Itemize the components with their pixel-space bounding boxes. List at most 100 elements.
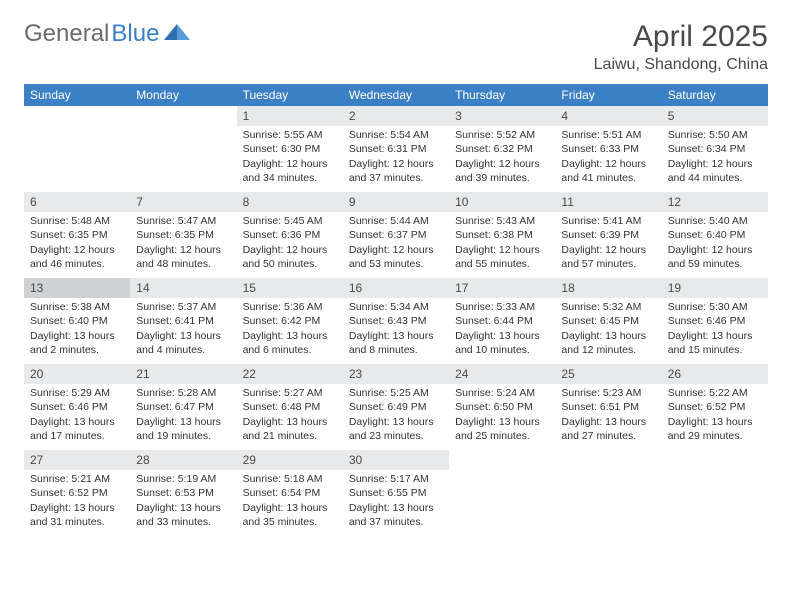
day-number: 16 bbox=[343, 278, 449, 298]
sunrise-line: Sunrise: 5:54 AM bbox=[349, 128, 443, 142]
day-number: 22 bbox=[237, 364, 343, 384]
day-number: 28 bbox=[130, 450, 236, 470]
day-content: Sunrise: 5:48 AMSunset: 6:35 PMDaylight:… bbox=[24, 212, 130, 275]
calendar-cell: 10Sunrise: 5:43 AMSunset: 6:38 PMDayligh… bbox=[449, 192, 555, 278]
day-number: 11 bbox=[555, 192, 661, 212]
sunset-line: Sunset: 6:49 PM bbox=[349, 400, 443, 414]
day-number: 23 bbox=[343, 364, 449, 384]
sunrise-line: Sunrise: 5:33 AM bbox=[455, 300, 549, 314]
day-content: Sunrise: 5:45 AMSunset: 6:36 PMDaylight:… bbox=[237, 212, 343, 275]
calendar-cell: 3Sunrise: 5:52 AMSunset: 6:32 PMDaylight… bbox=[449, 106, 555, 192]
daylight-line: Daylight: 13 hours and 33 minutes. bbox=[136, 501, 230, 529]
sunset-line: Sunset: 6:35 PM bbox=[30, 228, 124, 242]
day-content: Sunrise: 5:29 AMSunset: 6:46 PMDaylight:… bbox=[24, 384, 130, 447]
sunset-line: Sunset: 6:41 PM bbox=[136, 314, 230, 328]
sunset-line: Sunset: 6:47 PM bbox=[136, 400, 230, 414]
calendar-cell: 19Sunrise: 5:30 AMSunset: 6:46 PMDayligh… bbox=[662, 278, 768, 364]
day-content: Sunrise: 5:44 AMSunset: 6:37 PMDaylight:… bbox=[343, 212, 449, 275]
sunset-line: Sunset: 6:39 PM bbox=[561, 228, 655, 242]
daylight-line: Daylight: 13 hours and 25 minutes. bbox=[455, 415, 549, 443]
sunset-line: Sunset: 6:46 PM bbox=[30, 400, 124, 414]
day-number: 19 bbox=[662, 278, 768, 298]
location: Laiwu, Shandong, China bbox=[594, 56, 768, 74]
day-number: 7 bbox=[130, 192, 236, 212]
header: GeneralBlue April 2025 Laiwu, Shandong, … bbox=[24, 20, 768, 74]
sunset-line: Sunset: 6:31 PM bbox=[349, 142, 443, 156]
calendar-cell bbox=[24, 106, 130, 192]
day-number: 24 bbox=[449, 364, 555, 384]
daylight-line: Daylight: 13 hours and 19 minutes. bbox=[136, 415, 230, 443]
day-content: Sunrise: 5:51 AMSunset: 6:33 PMDaylight:… bbox=[555, 126, 661, 189]
column-header: Wednesday bbox=[343, 84, 449, 106]
sunrise-line: Sunrise: 5:36 AM bbox=[243, 300, 337, 314]
calendar-cell: 11Sunrise: 5:41 AMSunset: 6:39 PMDayligh… bbox=[555, 192, 661, 278]
day-content: Sunrise: 5:43 AMSunset: 6:38 PMDaylight:… bbox=[449, 212, 555, 275]
sunset-line: Sunset: 6:51 PM bbox=[561, 400, 655, 414]
logo-text-blue: Blue bbox=[111, 20, 159, 48]
calendar-cell: 8Sunrise: 5:45 AMSunset: 6:36 PMDaylight… bbox=[237, 192, 343, 278]
calendar-cell: 7Sunrise: 5:47 AMSunset: 6:35 PMDaylight… bbox=[130, 192, 236, 278]
day-number: 3 bbox=[449, 106, 555, 126]
day-content: Sunrise: 5:27 AMSunset: 6:48 PMDaylight:… bbox=[237, 384, 343, 447]
day-content: Sunrise: 5:32 AMSunset: 6:45 PMDaylight:… bbox=[555, 298, 661, 361]
day-content: Sunrise: 5:23 AMSunset: 6:51 PMDaylight:… bbox=[555, 384, 661, 447]
day-content: Sunrise: 5:33 AMSunset: 6:44 PMDaylight:… bbox=[449, 298, 555, 361]
sunset-line: Sunset: 6:30 PM bbox=[243, 142, 337, 156]
day-content: Sunrise: 5:38 AMSunset: 6:40 PMDaylight:… bbox=[24, 298, 130, 361]
sunset-line: Sunset: 6:55 PM bbox=[349, 486, 443, 500]
day-number: 10 bbox=[449, 192, 555, 212]
day-number: 4 bbox=[555, 106, 661, 126]
day-number: 18 bbox=[555, 278, 661, 298]
calendar-table: SundayMondayTuesdayWednesdayThursdayFrid… bbox=[24, 84, 768, 536]
calendar-cell: 14Sunrise: 5:37 AMSunset: 6:41 PMDayligh… bbox=[130, 278, 236, 364]
sunrise-line: Sunrise: 5:34 AM bbox=[349, 300, 443, 314]
day-content: Sunrise: 5:28 AMSunset: 6:47 PMDaylight:… bbox=[130, 384, 236, 447]
daylight-line: Daylight: 12 hours and 59 minutes. bbox=[668, 243, 762, 271]
daylight-line: Daylight: 12 hours and 44 minutes. bbox=[668, 157, 762, 185]
calendar-cell: 27Sunrise: 5:21 AMSunset: 6:52 PMDayligh… bbox=[24, 450, 130, 536]
sunset-line: Sunset: 6:46 PM bbox=[668, 314, 762, 328]
day-content: Sunrise: 5:30 AMSunset: 6:46 PMDaylight:… bbox=[662, 298, 768, 361]
daylight-line: Daylight: 12 hours and 37 minutes. bbox=[349, 157, 443, 185]
sunrise-line: Sunrise: 5:29 AM bbox=[30, 386, 124, 400]
calendar-cell bbox=[130, 106, 236, 192]
day-content: Sunrise: 5:36 AMSunset: 6:42 PMDaylight:… bbox=[237, 298, 343, 361]
sunset-line: Sunset: 6:33 PM bbox=[561, 142, 655, 156]
day-number: 8 bbox=[237, 192, 343, 212]
sunrise-line: Sunrise: 5:19 AM bbox=[136, 472, 230, 486]
sunrise-line: Sunrise: 5:27 AM bbox=[243, 386, 337, 400]
sunset-line: Sunset: 6:44 PM bbox=[455, 314, 549, 328]
sunrise-line: Sunrise: 5:41 AM bbox=[561, 214, 655, 228]
calendar-cell: 2Sunrise: 5:54 AMSunset: 6:31 PMDaylight… bbox=[343, 106, 449, 192]
daylight-line: Daylight: 13 hours and 21 minutes. bbox=[243, 415, 337, 443]
calendar-cell: 26Sunrise: 5:22 AMSunset: 6:52 PMDayligh… bbox=[662, 364, 768, 450]
sunrise-line: Sunrise: 5:17 AM bbox=[349, 472, 443, 486]
column-header: Monday bbox=[130, 84, 236, 106]
column-header: Friday bbox=[555, 84, 661, 106]
sunrise-line: Sunrise: 5:32 AM bbox=[561, 300, 655, 314]
daylight-line: Daylight: 12 hours and 50 minutes. bbox=[243, 243, 337, 271]
day-number: 6 bbox=[24, 192, 130, 212]
day-content: Sunrise: 5:55 AMSunset: 6:30 PMDaylight:… bbox=[237, 126, 343, 189]
sunset-line: Sunset: 6:48 PM bbox=[243, 400, 337, 414]
daylight-line: Daylight: 13 hours and 6 minutes. bbox=[243, 329, 337, 357]
calendar-cell: 30Sunrise: 5:17 AMSunset: 6:55 PMDayligh… bbox=[343, 450, 449, 536]
day-content: Sunrise: 5:41 AMSunset: 6:39 PMDaylight:… bbox=[555, 212, 661, 275]
daylight-line: Daylight: 13 hours and 2 minutes. bbox=[30, 329, 124, 357]
sunset-line: Sunset: 6:40 PM bbox=[668, 228, 762, 242]
calendar-cell: 15Sunrise: 5:36 AMSunset: 6:42 PMDayligh… bbox=[237, 278, 343, 364]
sunset-line: Sunset: 6:54 PM bbox=[243, 486, 337, 500]
daylight-line: Daylight: 13 hours and 4 minutes. bbox=[136, 329, 230, 357]
day-content: Sunrise: 5:47 AMSunset: 6:35 PMDaylight:… bbox=[130, 212, 236, 275]
sunrise-line: Sunrise: 5:55 AM bbox=[243, 128, 337, 142]
daylight-line: Daylight: 13 hours and 31 minutes. bbox=[30, 501, 124, 529]
sunrise-line: Sunrise: 5:40 AM bbox=[668, 214, 762, 228]
sunrise-line: Sunrise: 5:28 AM bbox=[136, 386, 230, 400]
sunrise-line: Sunrise: 5:51 AM bbox=[561, 128, 655, 142]
daylight-line: Daylight: 13 hours and 8 minutes. bbox=[349, 329, 443, 357]
column-header: Tuesday bbox=[237, 84, 343, 106]
sunset-line: Sunset: 6:53 PM bbox=[136, 486, 230, 500]
day-number: 1 bbox=[237, 106, 343, 126]
daylight-line: Daylight: 13 hours and 27 minutes. bbox=[561, 415, 655, 443]
column-header: Saturday bbox=[662, 84, 768, 106]
